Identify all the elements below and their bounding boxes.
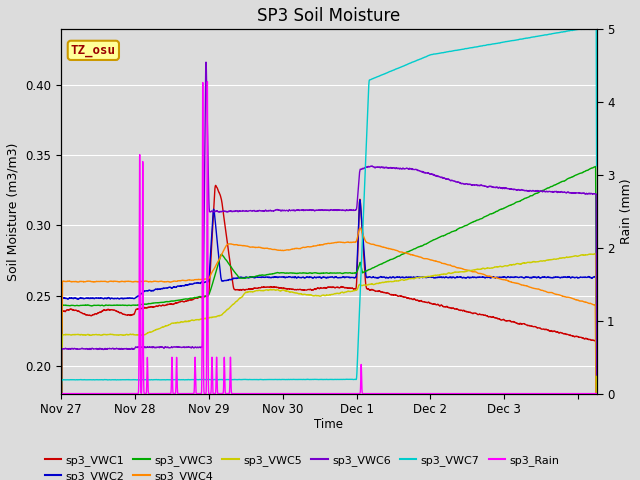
sp3_VWC7 <box>378 72 386 78</box>
sp3_VWC1 <box>155 303 163 309</box>
Line: sp3_VWC1: sp3_VWC1 <box>61 185 596 480</box>
sp3_VWC1 <box>212 182 220 188</box>
sp3_VWC1 <box>262 284 269 290</box>
sp3_VWC5 <box>378 279 386 285</box>
sp3_VWC5 <box>262 287 269 293</box>
sp3_VWC6 <box>262 207 269 213</box>
sp3_VWC2 <box>58 457 65 463</box>
sp3_VWC2 <box>498 275 506 280</box>
sp3_VWC6 <box>202 59 210 65</box>
sp3_VWC4 <box>593 465 600 471</box>
sp3_VWC7 <box>593 163 600 169</box>
sp3_Rain <box>593 391 600 396</box>
sp3_VWC6 <box>378 165 386 170</box>
sp3_VWC5 <box>592 251 600 256</box>
sp3_VWC7 <box>262 377 269 383</box>
sp3_VWC1 <box>378 289 386 295</box>
Line: sp3_VWC3: sp3_VWC3 <box>61 167 596 476</box>
sp3_VWC4 <box>155 279 163 285</box>
Y-axis label: Soil Moisture (m3/m3): Soil Moisture (m3/m3) <box>7 142 20 281</box>
sp3_Rain <box>406 391 413 396</box>
sp3_VWC3 <box>58 473 65 479</box>
sp3_Rain <box>58 391 65 396</box>
sp3_VWC7 <box>155 377 163 383</box>
sp3_VWC7 <box>406 60 413 66</box>
sp3_VWC2 <box>457 274 465 280</box>
sp3_Rain <box>378 391 386 396</box>
Line: sp3_Rain: sp3_Rain <box>61 82 596 394</box>
sp3_VWC3 <box>378 261 386 266</box>
sp3_VWC3 <box>593 379 600 385</box>
sp3_VWC3 <box>406 248 413 254</box>
Line: sp3_VWC5: sp3_VWC5 <box>61 253 596 480</box>
sp3_VWC6 <box>593 372 600 378</box>
Line: sp3_VWC4: sp3_VWC4 <box>61 228 596 468</box>
sp3_VWC4 <box>498 276 506 282</box>
Text: TZ_osu: TZ_osu <box>71 44 116 57</box>
Title: SP3 Soil Moisture: SP3 Soil Moisture <box>257 7 401 25</box>
sp3_Rain <box>155 391 163 396</box>
sp3_VWC5 <box>497 264 505 270</box>
Line: sp3_VWC2: sp3_VWC2 <box>61 200 596 460</box>
sp3_VWC2 <box>378 275 386 280</box>
sp3_VWC1 <box>406 296 413 301</box>
sp3_VWC2 <box>262 274 269 280</box>
sp3_Rain <box>457 391 465 396</box>
sp3_VWC3 <box>262 272 269 278</box>
sp3_VWC3 <box>155 300 163 306</box>
sp3_VWC6 <box>457 180 465 186</box>
X-axis label: Time: Time <box>314 418 344 431</box>
Legend: sp3_VWC1, sp3_VWC2, sp3_VWC3, sp3_VWC4, sp3_VWC5, sp3_VWC6, sp3_VWC7, sp3_Rain: sp3_VWC1, sp3_VWC2, sp3_VWC3, sp3_VWC4, … <box>40 450 564 480</box>
Y-axis label: Rain (mm): Rain (mm) <box>620 179 633 244</box>
sp3_VWC7 <box>58 384 65 390</box>
sp3_VWC2 <box>155 286 163 292</box>
sp3_VWC5 <box>406 276 413 281</box>
sp3_VWC2 <box>406 275 413 280</box>
sp3_VWC2 <box>356 197 364 203</box>
sp3_VWC5 <box>593 427 600 433</box>
sp3_VWC3 <box>497 206 505 212</box>
sp3_VWC1 <box>457 307 465 313</box>
sp3_VWC6 <box>155 344 163 350</box>
sp3_VWC2 <box>593 446 600 452</box>
sp3_VWC1 <box>498 317 506 323</box>
sp3_VWC4 <box>356 225 364 231</box>
sp3_VWC5 <box>457 269 465 275</box>
Line: sp3_VWC6: sp3_VWC6 <box>61 62 596 480</box>
sp3_Rain <box>498 391 506 396</box>
sp3_VWC4 <box>262 245 269 251</box>
sp3_Rain <box>204 79 211 84</box>
sp3_VWC4 <box>457 265 465 271</box>
sp3_VWC7 <box>497 40 505 46</box>
sp3_VWC3 <box>457 225 465 231</box>
sp3_VWC4 <box>58 454 65 459</box>
sp3_VWC5 <box>155 326 163 332</box>
sp3_VWC6 <box>498 185 506 191</box>
sp3_VWC1 <box>58 465 65 470</box>
sp3_VWC7 <box>590 26 598 32</box>
Line: sp3_VWC7: sp3_VWC7 <box>61 29 596 387</box>
sp3_VWC3 <box>591 164 599 169</box>
sp3_VWC4 <box>378 244 386 250</box>
sp3_VWC7 <box>457 47 465 52</box>
sp3_VWC4 <box>406 252 413 257</box>
sp3_Rain <box>262 391 269 396</box>
sp3_VWC6 <box>406 166 413 171</box>
